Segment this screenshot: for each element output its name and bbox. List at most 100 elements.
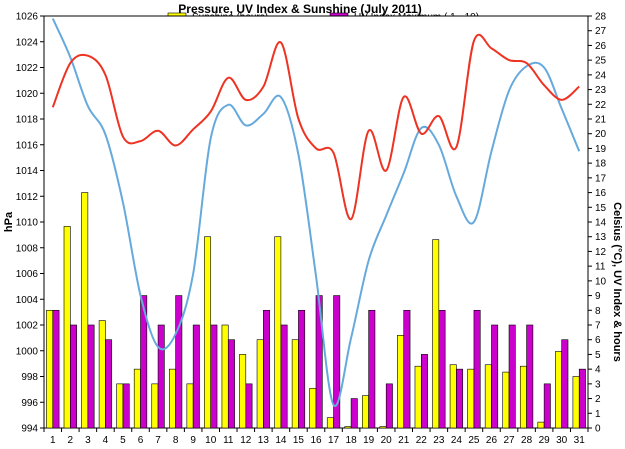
- uv-index-bar: [333, 295, 341, 429]
- x-tick-label: 3: [85, 435, 91, 446]
- uv-index-bar: [526, 324, 534, 429]
- sunshine-bar: [379, 426, 387, 429]
- sunshine-bar: [309, 387, 317, 429]
- uv-index-bar: [122, 383, 130, 429]
- uv-index-bar: [52, 309, 60, 429]
- sunshine-bar: [186, 383, 194, 429]
- sunshine-bar: [239, 354, 247, 429]
- right-tick-label: 8: [595, 306, 601, 317]
- sunshine-bar: [502, 371, 510, 429]
- x-tick-label: 1: [50, 435, 56, 446]
- uv-index-bar: [298, 309, 306, 429]
- x-tick-label: 29: [539, 435, 551, 446]
- x-tick-label: 10: [205, 435, 217, 446]
- sunshine-bar: [344, 426, 352, 429]
- uv-index-bar: [280, 324, 288, 429]
- x-tick-label: 21: [398, 435, 410, 446]
- x-tick-label: 20: [381, 435, 393, 446]
- uv-index-bar: [70, 324, 77, 429]
- uv-index-bar: [263, 309, 270, 429]
- right-tick-label: 3: [595, 379, 601, 390]
- x-tick-label: 27: [503, 435, 515, 446]
- uv-index-bar: [87, 324, 95, 429]
- right-tick-label: 13: [595, 232, 607, 243]
- sunshine-bar: [204, 236, 212, 429]
- right-tick-label: 26: [595, 41, 607, 52]
- uv-index-bar: [456, 368, 464, 429]
- sunshine-bar: [432, 239, 440, 429]
- x-tick-label: 15: [293, 435, 305, 446]
- uv-index-bar: [403, 309, 411, 429]
- right-tick-label: 19: [595, 144, 607, 155]
- uv-index-bar: [420, 354, 428, 429]
- right-tick-label: 23: [595, 85, 607, 96]
- sunshine-bar: [397, 334, 405, 429]
- x-tick-label: 13: [258, 435, 270, 446]
- x-tick-label: 19: [363, 435, 375, 446]
- chart-title: Pressure, UV Index & Sunshine (July 2011…: [178, 2, 421, 16]
- sunshine-bar: [572, 376, 580, 429]
- uv-index-bar: [385, 383, 393, 429]
- left-tick-label: 1018: [16, 115, 39, 126]
- left-tick-label: 1008: [16, 243, 39, 254]
- x-tick-label: 25: [468, 435, 480, 446]
- uv-index-bar: [491, 324, 499, 429]
- left-tick-label: 1000: [16, 346, 39, 357]
- left-tick-label: 1016: [16, 140, 39, 151]
- right-tick-label: 25: [595, 56, 607, 67]
- uv-index-bar: [368, 309, 376, 429]
- sunshine-bar: [256, 339, 264, 429]
- right-tick-label: 0: [595, 424, 601, 435]
- uv-index-bar: [438, 309, 446, 429]
- sunshine-bar: [98, 320, 106, 429]
- right-tick-label: 18: [595, 159, 607, 170]
- sunshine-bar: [467, 368, 475, 429]
- sunshine-bar: [519, 365, 527, 429]
- uv-index-bar: [227, 339, 235, 429]
- sunshine-bar: [151, 383, 159, 429]
- right-tick-label: 15: [595, 203, 607, 214]
- left-tick-label: 1006: [16, 269, 39, 280]
- x-tick-label: 23: [433, 435, 445, 446]
- right-tick-label: 11: [595, 262, 606, 273]
- sunshine-bar: [274, 236, 282, 429]
- right-tick-label: 2: [595, 394, 601, 405]
- uv-index-bar: [140, 295, 148, 429]
- x-tick-label: 12: [240, 435, 252, 446]
- x-tick-label: 8: [173, 435, 179, 446]
- x-tick-label: 31: [574, 435, 586, 446]
- pressure-line: [51, 18, 581, 408]
- left-tick-label: 994: [21, 424, 38, 435]
- right-tick-label: 5: [595, 350, 601, 361]
- left-tick-label: 1010: [16, 218, 39, 229]
- x-tick-label: 24: [451, 435, 463, 446]
- left-tick-label: 1022: [16, 63, 39, 74]
- x-tick-label: 14: [275, 435, 287, 446]
- right-tick-label: 6: [595, 335, 601, 346]
- left-tick-label: 1026: [16, 12, 39, 23]
- x-tick-label: 2: [68, 435, 74, 446]
- x-tick-label: 26: [486, 435, 498, 446]
- x-tick-label: 6: [138, 435, 144, 446]
- x-tick-label: 22: [416, 435, 428, 446]
- uv-index-bar: [578, 368, 586, 429]
- left-tick-label: 1002: [16, 321, 39, 332]
- sunshine-bar: [221, 324, 229, 429]
- right-tick-label: 9: [595, 291, 601, 302]
- sunshine-bar: [63, 226, 71, 429]
- left-tick-label: 1014: [16, 166, 39, 177]
- right-tick-label: 22: [595, 100, 607, 111]
- left-tick-label: 1020: [16, 89, 39, 100]
- right-tick-label: 17: [595, 173, 607, 184]
- right-tick-label: 24: [595, 70, 607, 81]
- sunshine-bar: [81, 192, 89, 429]
- right-tick-label: 20: [595, 129, 607, 140]
- left-tick-label: 998: [21, 372, 38, 383]
- right-tick-label: 28: [595, 12, 607, 23]
- x-tick-label: 7: [155, 435, 161, 446]
- sunshine-bar: [362, 395, 369, 429]
- left-tick-label: 1012: [16, 192, 39, 203]
- right-tick-label: 7: [595, 321, 601, 332]
- right-axis-label: Celsius (°C), UV Index & hours: [611, 202, 623, 362]
